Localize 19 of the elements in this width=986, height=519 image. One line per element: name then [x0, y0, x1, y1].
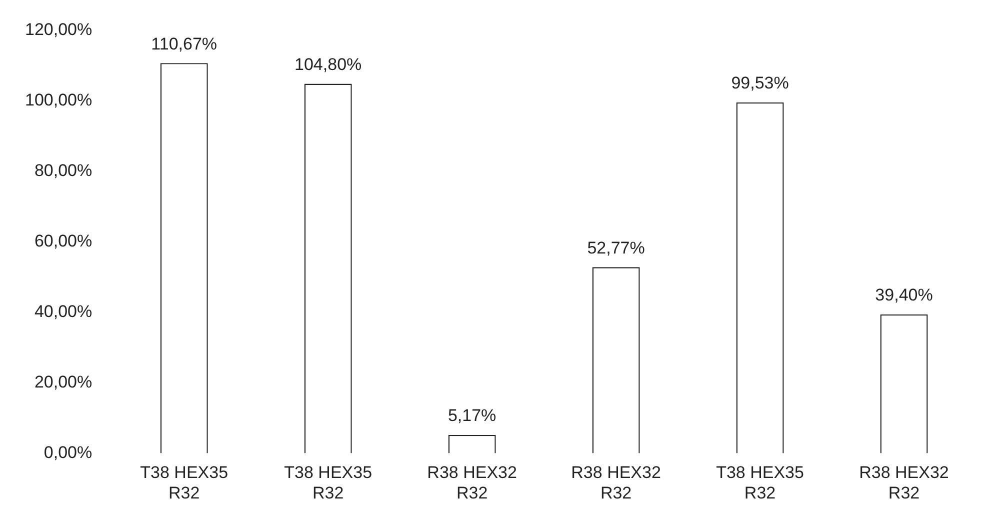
- data-label: 104,80%: [294, 54, 362, 74]
- y-tick-label: 100,00%: [24, 90, 92, 110]
- x-tick-label: R38 HEX32 R32: [427, 463, 517, 502]
- data-label: 99,53%: [731, 74, 789, 93]
- y-tick-label: 40,00%: [34, 302, 92, 321]
- y-tick-label: 60,00%: [34, 231, 92, 250]
- data-label: 5,17%: [448, 406, 496, 426]
- x-tick-label: T38 HEX35 R32: [140, 463, 228, 502]
- x-tick-label: R38 HEX32 R32: [571, 463, 661, 502]
- x-tick-label: T38 HEX35 R32: [284, 463, 372, 502]
- data-label: 39,40%: [875, 286, 933, 305]
- x-tick-label: R38 HEX32 R32: [859, 463, 949, 502]
- y-tick-label: 80,00%: [34, 160, 92, 180]
- x-tick-label: T38 HEX35 R32: [716, 463, 804, 502]
- data-label: 52,77%: [587, 238, 645, 258]
- data-label: 110,67%: [151, 34, 218, 54]
- y-tick-label: 120,00%: [24, 20, 92, 39]
- y-tick-label: 20,00%: [34, 372, 92, 392]
- y-tick-label: 0,00%: [44, 442, 92, 462]
